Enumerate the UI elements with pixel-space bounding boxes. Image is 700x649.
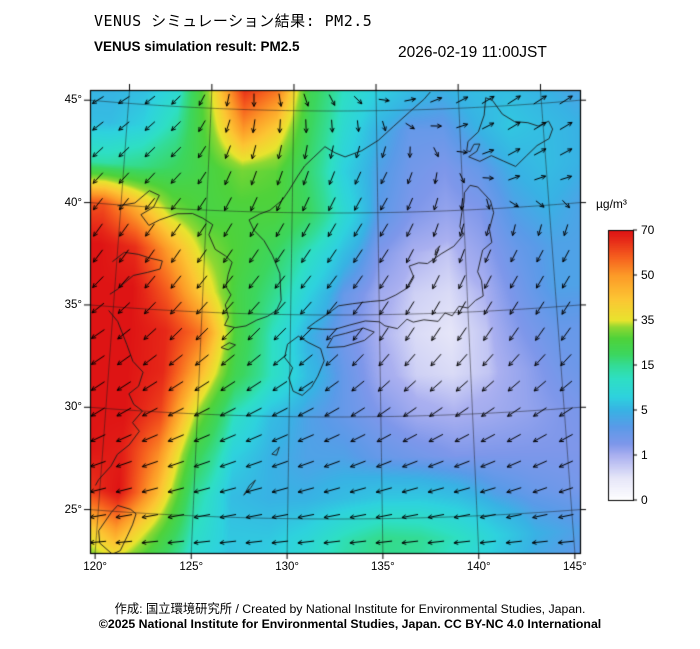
forecast-datetime: 2026-02-19 11:00JST [398, 44, 547, 61]
credit-text: 作成: 国立環境研究所 / Created by National Instit… [114, 602, 586, 616]
colorbar-unit-label: µg/m³ [596, 197, 627, 211]
license-text: ©2025 National Institute for Environment… [98, 617, 602, 631]
page-title-japanese: VENUS シミュレーション結果: PM2.5 [94, 12, 373, 30]
page-title-english: VENUS simulation result: PM2.5 [94, 39, 300, 54]
